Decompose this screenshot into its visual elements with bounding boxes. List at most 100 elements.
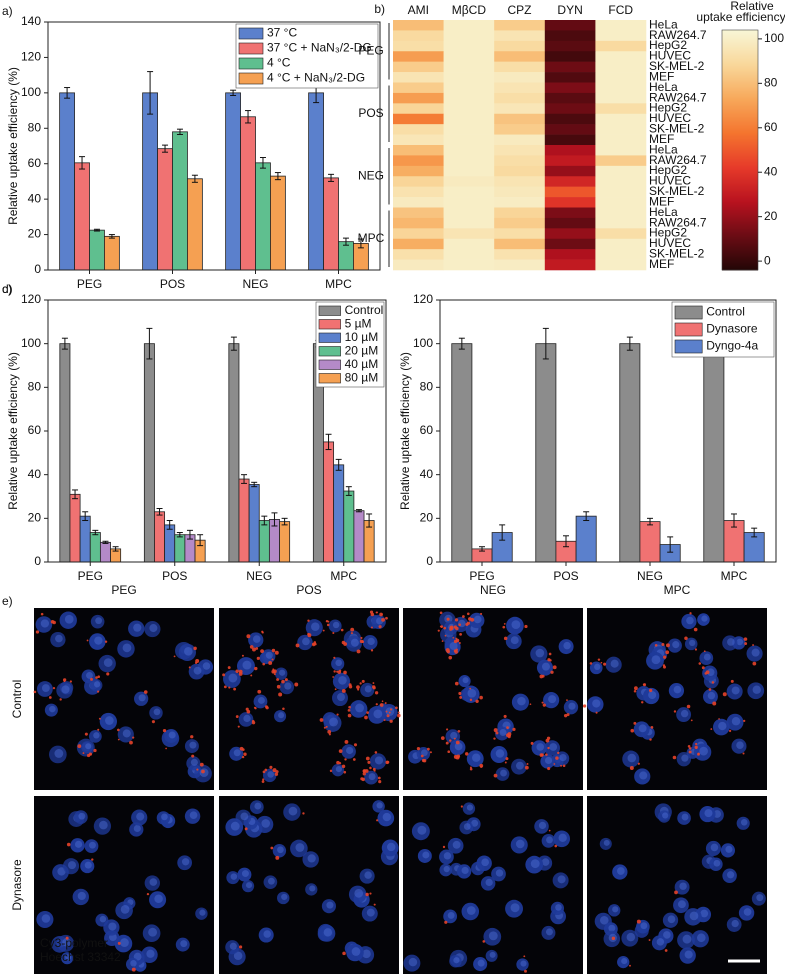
colorbar-step (722, 188, 758, 191)
nucleus-core (481, 858, 490, 867)
nucleus-core (689, 911, 699, 921)
heatmap-cell (544, 249, 596, 260)
nucleus-core (549, 743, 558, 751)
cy3-spot (650, 726, 654, 729)
cy3-spot (661, 643, 665, 647)
bar (69, 493, 81, 563)
panel-label: b) (374, 2, 385, 16)
cy3-spot (132, 736, 135, 739)
nucleus-core (520, 960, 527, 967)
cy3-spot (641, 701, 644, 704)
row-label: Dynasore (10, 859, 24, 911)
nucleus-core (86, 671, 93, 679)
colorbar-step (722, 214, 758, 217)
colorbar-step (722, 50, 758, 53)
colorbar-step (722, 60, 758, 63)
nucleus-core (517, 696, 526, 706)
heatmap-cell (595, 82, 647, 94)
error-bar (667, 536, 674, 553)
error-bar (64, 87, 71, 99)
cy3-spot (201, 769, 205, 774)
nucleus-core (67, 861, 77, 870)
error-bar (345, 486, 352, 496)
legend-swatch (674, 305, 703, 320)
cy3-spot (440, 736, 445, 740)
nucleus-core (710, 843, 719, 852)
colorbar-step (722, 80, 758, 83)
nucleus-core (84, 861, 92, 869)
nucleus-core (367, 637, 375, 646)
nucleus-core (673, 685, 682, 694)
cy3-spot (633, 686, 638, 691)
cy3-spot (268, 661, 273, 665)
cy3-spot (162, 728, 167, 733)
nucleus-core (736, 741, 744, 749)
colorbar-step (722, 54, 758, 57)
cy3-spot (455, 638, 460, 643)
column-label: MPC (664, 583, 691, 597)
nucleus-core (261, 819, 271, 828)
bar (142, 92, 158, 271)
heatmap-cell (393, 30, 444, 42)
nucleus-core (489, 951, 496, 958)
cy3-spot (690, 719, 693, 722)
nucleus-core (120, 904, 130, 914)
legend-swatch (238, 42, 264, 55)
heatmap-cell (544, 51, 596, 62)
colorbar-step (722, 164, 758, 167)
cy3-spot (338, 749, 343, 753)
cy3-spot (603, 662, 607, 666)
legend-label: 4 °C (267, 56, 291, 70)
nucleus-core (364, 871, 372, 879)
heatmap-cell (544, 228, 596, 240)
cy3-spot (526, 762, 529, 765)
cy3-spot (314, 642, 317, 646)
cy3-spot (249, 645, 254, 649)
colorbar-step (722, 58, 758, 61)
cy3-spot (458, 691, 462, 695)
colorbar-step (722, 256, 758, 259)
cy3-spot (455, 648, 459, 651)
error-bar (274, 172, 281, 181)
cy3-spot (633, 721, 637, 725)
nucleus-core (689, 639, 696, 647)
colorbar-step (722, 158, 758, 161)
heatmap-cell (494, 186, 546, 198)
cy3-spot (93, 748, 97, 753)
nucleus-core (594, 663, 601, 671)
cy3-spot (457, 729, 461, 733)
error-bar (191, 174, 198, 183)
nucleus-core (146, 949, 155, 958)
nucleus-core (499, 729, 507, 736)
colorbar-step (722, 110, 758, 113)
cy3-spot (333, 670, 336, 673)
micrograph-legend: Cy3-polymer (40, 936, 108, 950)
nucleus-core (54, 749, 64, 758)
cy3-spot (600, 661, 603, 664)
cy3-spot (48, 696, 52, 699)
cy3-spot (376, 819, 379, 822)
cy3-spot (233, 687, 236, 691)
nucleus-core (603, 839, 610, 846)
nucleus-core (699, 746, 708, 756)
micrograph (582, 608, 767, 790)
cy3-spot (708, 688, 712, 691)
panel-label: d) (2, 282, 13, 296)
cy3-spot (375, 611, 378, 614)
bar (308, 92, 324, 271)
error-bar (82, 511, 89, 522)
error-bar (751, 527, 758, 538)
cy3-spot (444, 920, 448, 924)
y-tick-label: 100 (21, 85, 41, 99)
cy3-spot (377, 776, 381, 780)
cy3-spot (566, 699, 568, 702)
colorbar-step (722, 222, 758, 225)
cy3-spot (378, 780, 382, 784)
cy3-spot (459, 695, 463, 699)
cy3-spot (512, 727, 516, 731)
cy3-spot (284, 678, 288, 682)
cy3-spot (251, 719, 255, 723)
row-label: RAW264.7 (649, 153, 707, 167)
cy3-spot (295, 643, 300, 648)
colorbar-step (722, 254, 758, 257)
